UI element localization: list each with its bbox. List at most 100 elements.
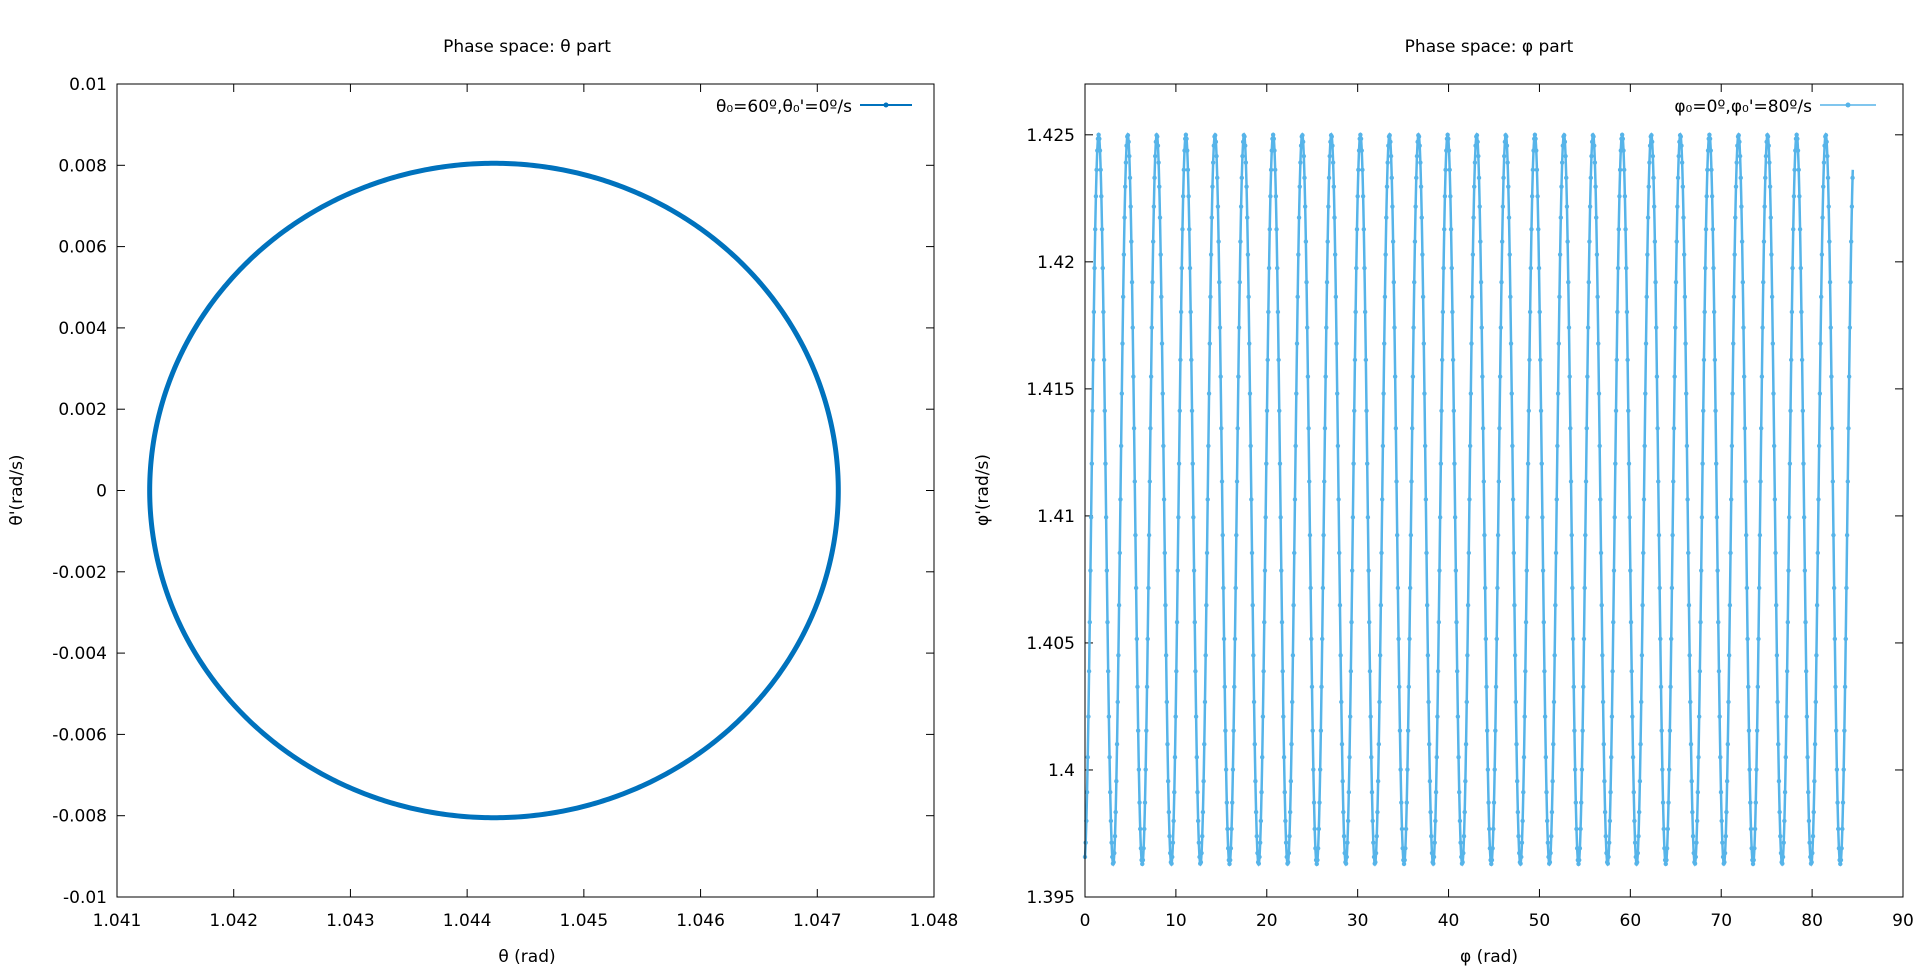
data-point-phi — [1406, 684, 1411, 690]
data-point-phi — [1755, 684, 1761, 690]
data-point-phi — [1138, 826, 1143, 832]
data-point-phi — [1560, 143, 1566, 148]
data-point-phi — [1306, 426, 1311, 431]
data-point-phi — [1832, 636, 1838, 642]
data-point-phi — [1207, 341, 1212, 346]
data-point-phi — [1516, 834, 1521, 839]
data-point-phi — [1211, 143, 1217, 148]
data-point-phi — [1703, 265, 1708, 271]
y-tick-label-theta: 0.002 — [58, 400, 107, 420]
data-point-phi — [1179, 265, 1185, 271]
data-point-phi — [1632, 840, 1638, 845]
data-point-phi — [1597, 443, 1602, 449]
data-point-phi — [1242, 134, 1247, 139]
data-point-phi — [1497, 374, 1503, 379]
data-point-phi — [1661, 826, 1666, 832]
data-point-phi — [1117, 550, 1122, 556]
data-point-phi — [1741, 374, 1747, 379]
x-tick-label-theta: 1.046 — [676, 911, 725, 931]
data-point-phi — [1639, 653, 1645, 658]
data-point-phi — [1455, 714, 1461, 719]
data-point-phi — [1096, 132, 1101, 138]
data-point-phi — [1155, 134, 1160, 139]
data-point-phi — [1312, 826, 1317, 832]
data-point-phi — [1806, 818, 1812, 824]
data-point-phi — [1512, 603, 1517, 608]
data-point-phi — [1619, 132, 1625, 138]
data-point-phi — [1091, 309, 1097, 315]
data-point-phi — [1272, 148, 1277, 153]
data-point-phi — [1451, 408, 1456, 414]
data-point-phi — [1339, 742, 1345, 747]
data-point-phi — [1603, 834, 1608, 839]
data-point-phi — [1546, 854, 1551, 860]
data-point-phi — [1289, 742, 1294, 747]
data-point-phi — [1304, 280, 1309, 285]
data-point-phi — [1518, 861, 1523, 866]
data-point-phi — [1319, 684, 1324, 690]
data-point-phi — [1638, 742, 1643, 747]
data-point-phi — [1270, 132, 1276, 138]
data-point-phi — [1452, 461, 1457, 466]
data-point-phi — [1701, 408, 1706, 414]
data-point-phi — [1477, 204, 1482, 209]
data-point-phi — [1413, 204, 1418, 209]
data-point-phi — [1707, 136, 1713, 141]
data-point-phi — [1831, 585, 1837, 591]
data-point-phi — [1121, 252, 1127, 257]
data-point-phi — [1707, 132, 1712, 138]
data-point-phi — [1505, 160, 1510, 165]
data-point-phi — [1173, 714, 1178, 719]
data-point-phi — [1519, 840, 1525, 845]
data-point-phi — [1183, 132, 1189, 138]
data-point-phi — [1206, 391, 1212, 396]
data-point-phi — [1454, 669, 1460, 674]
data-point-phi — [1532, 132, 1538, 138]
data-point-phi — [1670, 532, 1675, 538]
data-point-phi — [1615, 309, 1620, 315]
data-point-phi — [1651, 204, 1657, 209]
data-point-phi — [1396, 636, 1401, 642]
data-point-phi — [1371, 854, 1377, 860]
data-point-phi — [1108, 818, 1114, 824]
data-point-phi — [1562, 139, 1568, 145]
data-point-phi — [1460, 860, 1465, 865]
data-point-phi — [1109, 840, 1114, 845]
data-point-phi — [1783, 754, 1788, 760]
data-point-phi — [1194, 754, 1199, 760]
data-point-phi — [1741, 325, 1746, 330]
data-point-phi — [1572, 767, 1578, 772]
data-point-phi — [1251, 653, 1256, 658]
data-point-phi — [1763, 175, 1768, 181]
data-point-phi — [1296, 215, 1302, 220]
data-point-phi — [1508, 294, 1513, 300]
data-point-phi — [1169, 861, 1174, 866]
data-point-phi — [1578, 826, 1583, 832]
data-point-phi — [1633, 854, 1638, 860]
data-point-phi — [1387, 133, 1392, 138]
data-point-phi — [1791, 194, 1797, 199]
data-point-phi — [1292, 497, 1298, 502]
data-point-phi — [1281, 754, 1287, 760]
data-point-phi — [1104, 568, 1110, 573]
data-point-phi — [1478, 280, 1484, 285]
data-point-phi — [1378, 603, 1384, 608]
data-point-phi — [1587, 239, 1592, 244]
data-point-phi — [1369, 790, 1375, 795]
data-point-phi — [1322, 426, 1328, 431]
data-point-phi — [1380, 497, 1385, 502]
data-point-phi — [1515, 809, 1521, 815]
data-point-phi — [1844, 585, 1849, 591]
data-point-phi — [1564, 175, 1569, 181]
data-point-phi — [1204, 603, 1209, 608]
data-point-phi — [1271, 136, 1277, 141]
data-point-phi — [1248, 443, 1253, 449]
data-point-phi — [1748, 826, 1754, 832]
data-point-phi — [1414, 175, 1419, 181]
data-point-phi — [1759, 426, 1764, 431]
data-point-phi — [1753, 800, 1758, 805]
data-point-phi — [1813, 699, 1818, 705]
legend-label-phi: φ₀=0º,φ₀'=80º/s — [1674, 97, 1812, 117]
data-point-phi — [1688, 699, 1693, 705]
data-point-phi — [1423, 497, 1429, 502]
